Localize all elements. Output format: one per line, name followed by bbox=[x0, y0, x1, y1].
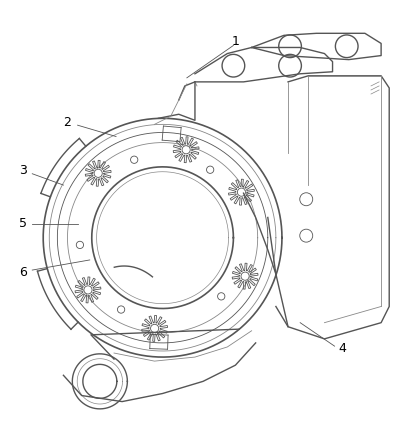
Text: 5: 5 bbox=[19, 217, 27, 230]
Text: 6: 6 bbox=[19, 266, 27, 279]
Text: 2: 2 bbox=[64, 116, 71, 129]
Text: 4: 4 bbox=[339, 342, 347, 355]
Text: 1: 1 bbox=[232, 35, 239, 48]
Text: 3: 3 bbox=[19, 164, 27, 177]
